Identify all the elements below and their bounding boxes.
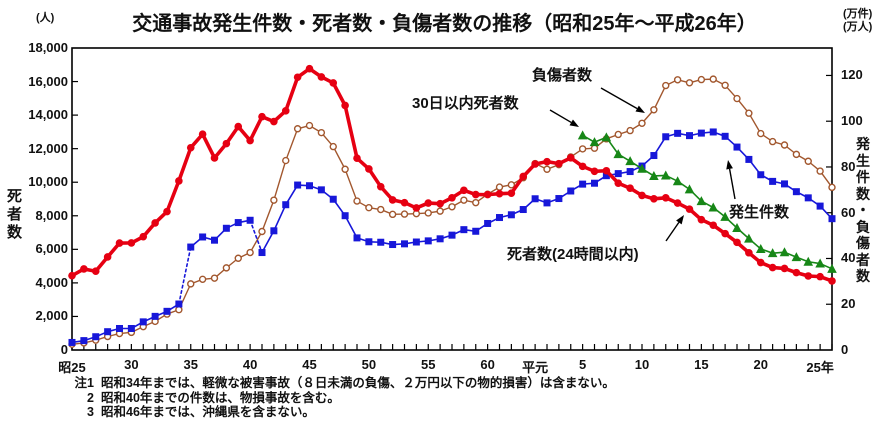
left-axis-tick-label: 8,000 <box>35 207 68 223</box>
annotation-arrow <box>549 109 579 127</box>
x-axis-tick-label: 平元 <box>522 360 549 375</box>
right-axis-tick-label: 0 <box>841 342 849 357</box>
chart-title: 交通事故発生件数・死者数・負傷者数の推移（昭和25年～平成26年） <box>132 13 757 35</box>
annotation-arrow <box>600 87 645 113</box>
series-triangle <box>577 130 837 273</box>
series-open-circle <box>68 75 836 348</box>
footnote-number: 注1 <box>74 376 94 390</box>
axis-ticks <box>71 74 833 350</box>
series-dot <box>68 64 836 285</box>
x-axis-tick-label: 15 <box>694 357 709 372</box>
footnote: 注1 昭和34年までは、軽微な被害事故（８日未満の負傷、２万円以下の物的損害）は… <box>66 376 876 391</box>
right-axis-unit-cases: (万件) <box>843 8 873 20</box>
footnote-text: 昭和40年までの件数は、物損事故を含む。 <box>101 390 340 405</box>
label-accidents: 発生件数 <box>729 204 790 221</box>
left-axis-tick-label: 18,000 <box>28 40 68 55</box>
label-injuries: 負傷者数 <box>532 67 593 84</box>
right-axis-title: 発生件数・負傷者数 <box>856 136 870 284</box>
right-axis-tick-label: 20 <box>841 296 856 312</box>
left-axis-tick-label: 16,000 <box>28 73 68 89</box>
left-axis-unit: (人) <box>36 12 55 24</box>
left-axis-title: 死者数 <box>6 188 22 241</box>
right-axis-unit-persons: (万人) <box>843 21 873 33</box>
right-axis-tick-label: 80 <box>841 158 856 174</box>
left-axis-tick-label: 4,000 <box>35 274 68 290</box>
x-axis-tick-label: 60 <box>480 357 495 372</box>
footnote: 2 昭和40年までの件数は、物損事故を含む。 <box>66 391 876 406</box>
x-axis-tick-label: 20 <box>753 357 768 372</box>
x-axis-tick-label: 45 <box>302 357 317 372</box>
x-axis-tick-label: 昭25 <box>58 360 86 375</box>
footnote-text: 昭和34年までは、軽微な被害事故（８日未満の負傷、２万円以下の物的損害）は含まな… <box>101 376 615 390</box>
left-axis-tick-label: 10,000 <box>28 174 68 190</box>
footnotes: 注1 昭和34年までは、軽微な被害事故（８日未満の負傷、２万円以下の物的損害）は… <box>66 376 876 420</box>
left-axis-tick-label: 12,000 <box>28 140 68 156</box>
left-axis-tick-label: 0 <box>60 342 68 357</box>
footnote-text: 昭和46年までは、沖縄県を含まない。 <box>101 405 315 419</box>
x-axis-tick-label: 50 <box>361 357 377 372</box>
x-axis-tick-label: 10 <box>634 357 650 372</box>
footnote: 3 昭和46年までは、沖縄県を含まない。 <box>66 405 876 420</box>
left-axis-tick-label: 6,000 <box>35 241 68 257</box>
series-square <box>68 128 836 346</box>
annotation-arrow <box>726 160 736 200</box>
right-axis-tick-label: 40 <box>841 250 856 266</box>
annotation-arrow <box>665 215 684 242</box>
label-deaths-24h: 死者数(24時間以内) <box>507 246 639 263</box>
right-axis-tick-label: 100 <box>841 113 863 129</box>
right-axis-units: (万件) (万人) <box>843 8 872 34</box>
footnote-number: 2 <box>87 390 94 405</box>
x-axis-tick-label: 30 <box>124 357 139 372</box>
left-axis-tick-label: 14,000 <box>28 107 68 123</box>
right-axis-tick-label: 60 <box>841 204 856 220</box>
x-axis-tick-label: 55 <box>421 357 436 372</box>
right-axis-tick-label: 120 <box>841 67 863 83</box>
x-axis-tick-label: 35 <box>183 357 198 372</box>
footnote-number: 3 <box>87 405 94 419</box>
x-axis-tick-label: 40 <box>242 357 258 372</box>
left-axis-tick-label: 2,000 <box>35 308 68 324</box>
x-axis-tick-label: 25年 <box>806 360 834 375</box>
label-deaths-30day: 30日以内死者数 <box>412 95 519 112</box>
x-axis-tick-label: 5 <box>579 357 587 372</box>
